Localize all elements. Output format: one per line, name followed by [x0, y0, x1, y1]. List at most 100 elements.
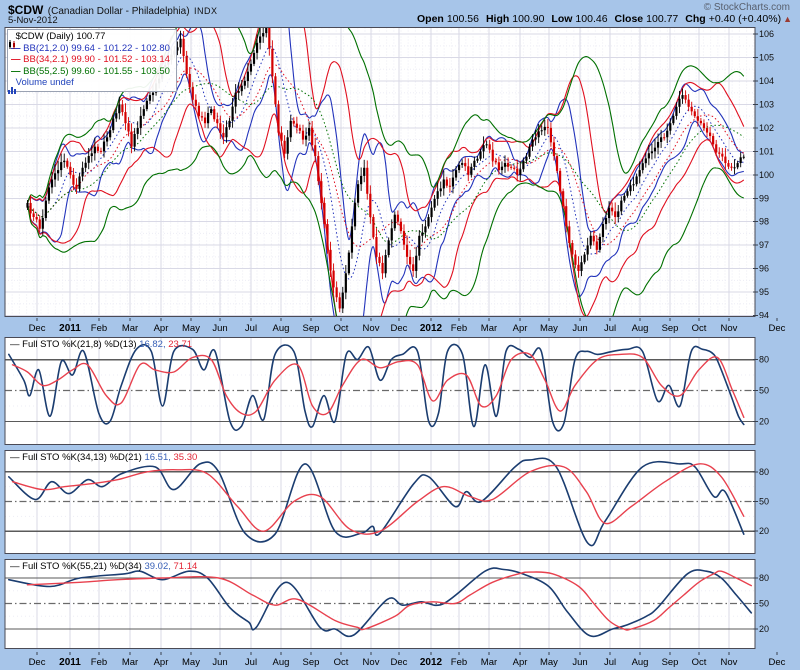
svg-text:50: 50	[759, 497, 769, 507]
stoch3-k-value: 39.02,	[144, 561, 171, 572]
legend-volume-text: Volume undef	[15, 77, 74, 88]
svg-text:101: 101	[759, 146, 774, 156]
svg-text:Sep: Sep	[662, 323, 679, 334]
stoch3-label: — Full STO %K(55,21) %D(34) 39.02, 71.14	[10, 561, 197, 572]
svg-text:Oct: Oct	[692, 323, 707, 334]
stoch-panel-3: 20 50 80	[4, 559, 769, 649]
svg-text:Aug: Aug	[632, 657, 649, 668]
svg-text:May: May	[182, 657, 200, 668]
legend-symbol-text: $CDW (Daily) 100.77	[15, 31, 106, 42]
svg-text:Oct: Oct	[692, 657, 707, 668]
svg-text:Mar: Mar	[481, 657, 497, 668]
svg-text:Nov: Nov	[721, 323, 738, 334]
svg-text:Jun: Jun	[572, 657, 587, 668]
svg-text:Nov: Nov	[363, 657, 380, 668]
legend-bb34-text: BB(34,2.1) 99.90 - 101.52 - 103.14	[23, 54, 170, 65]
legend-bb55: — BB(55,2.5) 99.60 - 101.55 - 103.50	[11, 66, 170, 78]
stoch1-label-text: Full STO %K(21,8) %D(13)	[22, 339, 137, 350]
svg-text:Jun: Jun	[572, 323, 587, 334]
stoch1-label: — Full STO %K(21,8) %D(13) 16.82, 23.71	[10, 339, 192, 350]
svg-text:98: 98	[759, 217, 769, 227]
svg-text:Feb: Feb	[451, 657, 467, 668]
svg-text:Mar: Mar	[481, 323, 497, 334]
svg-text:Jul: Jul	[245, 657, 257, 668]
svg-text:Mar: Mar	[122, 657, 138, 668]
svg-text:Aug: Aug	[273, 323, 290, 334]
quote-value-open: 100.56	[446, 13, 479, 25]
quote-label-chg: Chg	[685, 13, 706, 25]
legend-bb34: — BB(34,2.1) 99.90 - 101.52 - 103.14	[11, 54, 170, 66]
bb55-swatch: —	[11, 65, 21, 77]
svg-text:Dec: Dec	[29, 657, 46, 668]
svg-text:Dec: Dec	[29, 323, 46, 334]
stoch2-k-value: 16.51,	[144, 452, 171, 463]
svg-text:May: May	[540, 323, 558, 334]
stoch1-k-value: 16.82,	[139, 339, 166, 350]
quote-label-close: Close	[614, 13, 644, 25]
legend-bb21-text: BB(21,2.0) 99.64 - 101.22 - 102.80	[23, 42, 170, 54]
svg-text:103: 103	[759, 99, 774, 109]
stoch3-d-value: 71.14	[173, 561, 198, 572]
stoch1-swatch: —	[10, 339, 20, 350]
svg-text:50: 50	[759, 599, 769, 609]
svg-text:106: 106	[759, 29, 774, 39]
svg-text:50: 50	[759, 386, 769, 396]
svg-text:95: 95	[759, 287, 769, 297]
svg-text:97: 97	[759, 240, 769, 250]
svg-text:80: 80	[759, 355, 769, 365]
stoch3-swatch: —	[10, 561, 20, 572]
change-up-arrow-icon: ▲	[783, 14, 792, 24]
svg-text:Dec: Dec	[391, 657, 408, 668]
legend-symbol-row: $CDW (Daily) 100.77	[9, 31, 170, 49]
svg-text:99: 99	[759, 193, 769, 203]
svg-text:Dec: Dec	[391, 323, 408, 334]
svg-text:Aug: Aug	[273, 657, 290, 668]
svg-text:Sep: Sep	[303, 657, 320, 668]
quote-value-high: 100.90	[512, 13, 545, 25]
quote-label-low: Low	[551, 13, 573, 25]
exchange: INDX	[194, 6, 218, 16]
stoch3-label-text: Full STO %K(55,21) %D(34)	[22, 561, 142, 572]
svg-text:96: 96	[759, 264, 769, 274]
svg-text:2012: 2012	[420, 657, 443, 668]
svg-text:20: 20	[759, 624, 769, 634]
svg-text:Aug: Aug	[632, 323, 649, 334]
svg-text:20: 20	[759, 416, 769, 426]
svg-text:102: 102	[759, 123, 774, 133]
stoch2-swatch: —	[10, 452, 20, 463]
legend-volume: Volume undef	[8, 77, 170, 94]
chart-title: $CDW (Canadian Dollar - Philadelphia) IN…	[8, 1, 792, 17]
svg-text:Sep: Sep	[662, 657, 679, 668]
quote-value-low: 100.46	[575, 13, 608, 25]
legend-bb21: — BB(21,2.0) 99.64 - 101.22 - 102.80	[11, 43, 170, 55]
quote-label-open: Open	[417, 13, 444, 25]
symbol-name: (Canadian Dollar - Philadelphia)	[47, 6, 190, 17]
quote-label-high: High	[485, 13, 510, 25]
bb21-swatch: —	[11, 42, 21, 54]
svg-text:Apr: Apr	[513, 323, 528, 334]
svg-text:2011: 2011	[59, 657, 81, 668]
chart-date: 5-Nov-2012	[8, 15, 58, 26]
svg-text:Feb: Feb	[91, 323, 107, 334]
svg-text:May: May	[540, 657, 558, 668]
svg-text:Oct: Oct	[334, 323, 349, 334]
stoch2-label-text: Full STO %K(34,13) %D(21)	[22, 452, 142, 463]
svg-text:Nov: Nov	[363, 323, 380, 334]
svg-text:Apr: Apr	[513, 657, 528, 668]
svg-text:Sep: Sep	[303, 323, 320, 334]
x-axis-bottom: Dec 2011 Feb Mar Apr May Jun Jul Aug Sep Oct Nov Dec…	[29, 652, 786, 668]
svg-text:Jul: Jul	[604, 323, 616, 334]
symbol: $CDW	[8, 3, 44, 17]
legend-bb55-text: BB(55,2.5) 99.60 - 101.55 - 103.50	[23, 65, 170, 77]
stoch2-label: — Full STO %K(34,13) %D(21) 16.51, 35.30	[10, 452, 197, 463]
svg-text:Jul: Jul	[245, 323, 257, 334]
svg-text:Feb: Feb	[451, 323, 467, 334]
svg-text:20: 20	[759, 526, 769, 536]
svg-text:Jun: Jun	[212, 323, 227, 334]
svg-text:100: 100	[759, 170, 774, 180]
svg-text:2012: 2012	[420, 323, 443, 334]
ohlc-quote-row: Open 100.56 High 100.90 Low 100.46 Close 100.77…	[410, 13, 792, 25]
svg-text:Dec: Dec	[769, 323, 786, 334]
svg-text:2011: 2011	[59, 323, 81, 334]
